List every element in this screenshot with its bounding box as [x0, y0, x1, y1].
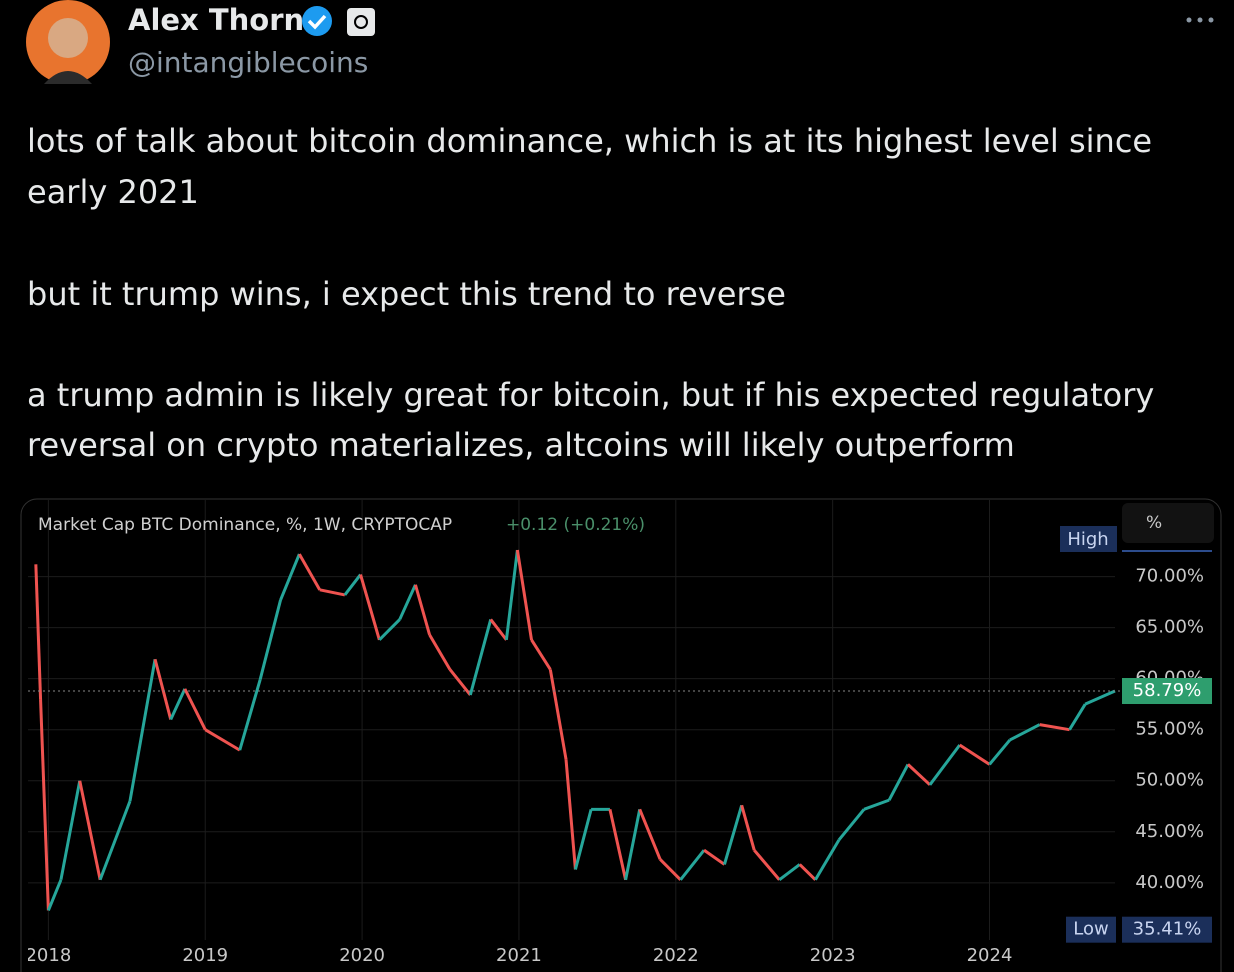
tweet-text: a trump admin is likely great for bitcoi…	[27, 376, 1154, 414]
tweet-text: but it trump wins, i expect this trend t…	[27, 275, 786, 313]
affiliate-badge	[347, 8, 375, 36]
price-segment	[988, 738, 1012, 766]
chart-frame[interactable]	[20, 498, 1222, 972]
price-segment	[740, 804, 756, 851]
price-segment	[837, 808, 866, 841]
price-segment	[489, 618, 508, 641]
price-segment	[343, 573, 362, 596]
price-segment	[238, 679, 262, 751]
price-segment	[722, 804, 744, 865]
high-box	[1060, 526, 1117, 552]
price-segment	[448, 668, 472, 696]
y-tick-label: 70.00%	[1135, 566, 1204, 587]
low-value-label: 35.41%	[1133, 919, 1202, 940]
price-segment	[1009, 723, 1041, 742]
x-tick-label: 2018	[25, 945, 71, 966]
price-segment	[887, 763, 910, 801]
current-price-box	[1122, 678, 1212, 705]
price-segment	[378, 618, 401, 641]
unit-box[interactable]	[1122, 503, 1214, 543]
y-tick-label: 55.00%	[1135, 719, 1204, 740]
more-menu[interactable]	[1186, 17, 1214, 23]
price-segment	[573, 808, 593, 870]
price-segment	[928, 744, 961, 786]
price-segment	[778, 863, 801, 881]
price-segment	[679, 849, 706, 881]
price-segment	[204, 728, 241, 752]
price-segment	[428, 633, 452, 671]
price-segment	[753, 849, 781, 881]
x-tick-label: 2021	[496, 945, 542, 966]
price-segment	[564, 759, 577, 870]
price-segment	[548, 669, 568, 760]
avatar-body	[44, 71, 92, 84]
x-tick-label: 2022	[653, 945, 699, 966]
x-tick-label: 2023	[810, 945, 856, 966]
price-segment	[128, 658, 157, 802]
price-segment	[798, 863, 817, 881]
price-segment	[1039, 723, 1070, 732]
price-segment	[78, 780, 102, 881]
tweet-text: lots of talk about bitcoin dominance, wh…	[27, 122, 1152, 160]
price-segment	[47, 879, 63, 911]
avatar-face	[48, 18, 88, 58]
price-segment	[398, 584, 417, 621]
y-tick-label: 65.00%	[1135, 617, 1204, 638]
y-tick-label: 40.00%	[1135, 872, 1204, 893]
tweet-text: early 2021	[27, 173, 199, 211]
price-segment	[59, 780, 82, 881]
price-segment	[279, 553, 301, 601]
price-segment	[183, 688, 207, 731]
price-segment	[624, 809, 642, 881]
current-price-label: 58.79%	[1133, 680, 1202, 701]
price-segment	[34, 564, 43, 700]
price-segment	[504, 549, 519, 641]
price-segment	[703, 848, 726, 866]
y-tick-label: 50.00%	[1135, 770, 1204, 791]
verified-check	[307, 14, 327, 30]
price-segment	[1068, 703, 1087, 731]
chart-title: Market Cap BTC Dominance, %, 1W, CRYPTOC…	[38, 515, 452, 535]
price-segment	[413, 584, 431, 636]
author-name[interactable]: Alex Thorn	[128, 3, 304, 37]
price-segment	[608, 809, 628, 881]
price-segment	[863, 798, 890, 811]
unit-label: %	[1146, 513, 1162, 533]
y-tick-label: 45.00%	[1135, 821, 1204, 842]
tweet-text: reversal on crypto materializes, altcoin…	[27, 426, 1015, 464]
price-segment	[153, 658, 173, 720]
low-box	[1066, 916, 1116, 943]
verified-badge	[302, 6, 332, 36]
plot: 2018 2019 2020 2021 2022 2023 2024	[25, 500, 1116, 966]
price-segment	[530, 639, 552, 671]
price-segment	[814, 839, 841, 881]
price-segment	[659, 858, 682, 881]
price-segment	[958, 743, 991, 766]
price-segment	[1084, 689, 1116, 706]
price-segment	[298, 553, 322, 591]
affiliate-icon	[354, 15, 368, 29]
price-segment	[468, 619, 493, 696]
low-tag: Low	[1073, 919, 1108, 940]
price-segment	[169, 688, 187, 721]
price-segment	[319, 588, 346, 597]
chart-change: +0.12 (+0.21%)	[506, 515, 645, 535]
low-value-box	[1122, 916, 1212, 943]
price-segment	[515, 549, 533, 641]
price-segment	[638, 808, 662, 860]
x-tick-label: 2019	[182, 945, 228, 966]
author-handle[interactable]: @intangiblecoins	[128, 46, 368, 79]
price-segment	[359, 574, 381, 641]
price-segment	[98, 800, 132, 881]
high-label: High	[1067, 529, 1108, 550]
price-segment	[39, 699, 50, 911]
x-tick-label: 2024	[967, 945, 1013, 966]
price-segment	[906, 763, 931, 786]
price-segment	[258, 599, 282, 681]
x-tick-label: 2020	[339, 945, 385, 966]
